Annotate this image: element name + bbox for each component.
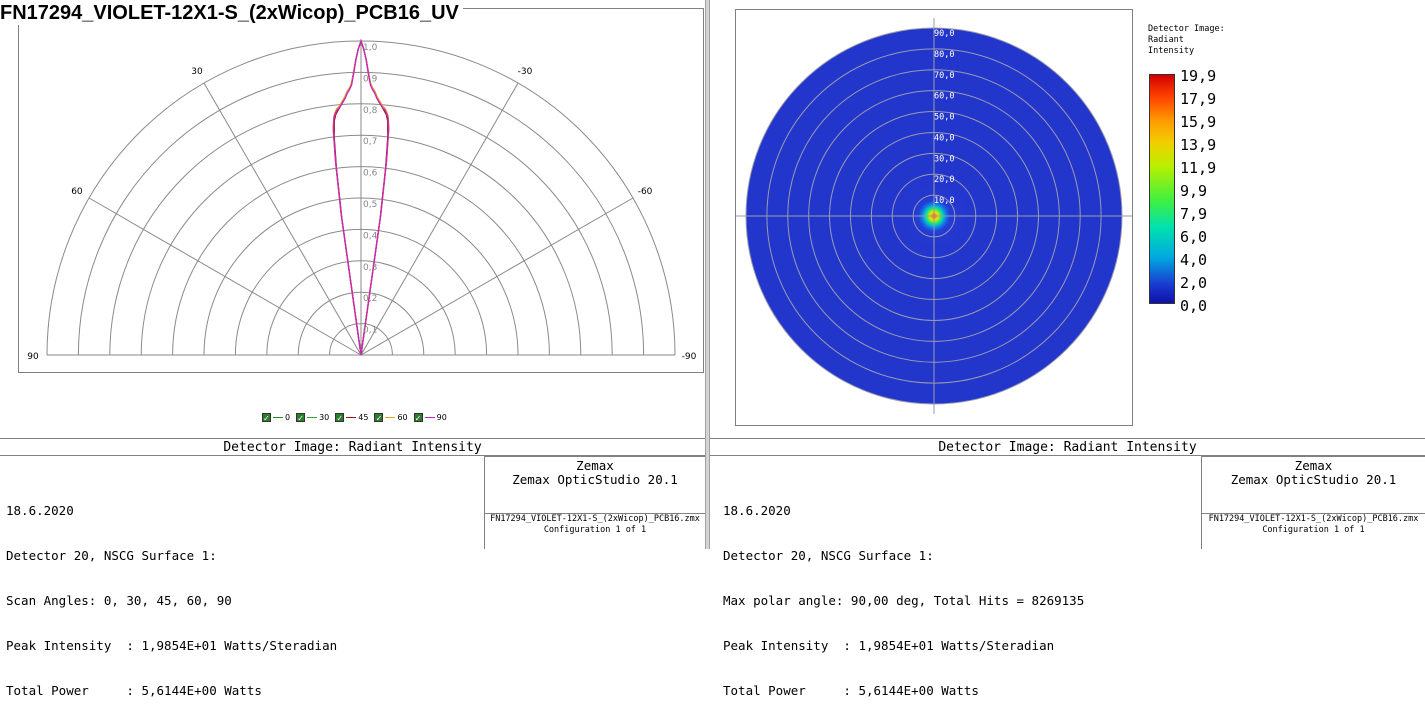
colorbar-tick-label: 9,9 <box>1180 182 1208 200</box>
left-info-line: Total Power : 5,6144E+00 Watts <box>6 683 262 698</box>
left-info-line: Detector 20, NSCG Surface 1: <box>6 548 217 563</box>
right-file-name: FN17294_VIOLET-12X1-S_(2xWicop)_PCB16.zm… <box>1208 514 1419 524</box>
polar-spoke <box>88 197 362 356</box>
ring-tick-label: 30,0 <box>934 154 954 164</box>
ring-tick-label: 60,0 <box>934 92 954 102</box>
legend-checkbox[interactable]: ✓ <box>374 412 384 423</box>
right-info-line: Detector 20, NSCG Surface 1: <box>723 548 934 563</box>
left-file-name: FN17294_VIOLET-12X1-S_(2xWicop)_PCB16.zm… <box>490 514 700 524</box>
left-config: Configuration 1 of 1 <box>543 525 647 535</box>
legend-checkbox[interactable]: ✓ <box>296 412 306 423</box>
legend-swatch <box>385 416 396 418</box>
page-title: FN17294_VIOLET-12X1-S_(2xWicop)_PCB16_UV <box>0 2 463 25</box>
left-credit-box: Zemax Zemax OpticStudio 20.1 FN17294_VIO… <box>484 456 705 549</box>
colorbar <box>1149 74 1175 304</box>
left-info-block: 18.6.2020 Detector 20, NSCG Surface 1: S… <box>6 473 337 713</box>
colorbar-tick-label: 11,9 <box>1180 159 1217 177</box>
ring-tick-label: 40,0 <box>934 133 954 143</box>
right-credit-box: Zemax Zemax OpticStudio 20.1 FN17294_VIO… <box>1201 456 1425 549</box>
right-info-block: 18.6.2020 Detector 20, NSCG Surface 1: M… <box>723 473 1084 713</box>
radial-tick-label: 0,9 <box>363 74 378 84</box>
radial-tick-label: 0,7 <box>363 137 377 147</box>
colorbar-title-line: Radiant <box>1148 35 1184 45</box>
series-line-90 <box>332 38 390 356</box>
radial-tick-label: 0,1 <box>363 326 377 336</box>
colorbar-tick-label: 13,9 <box>1180 136 1217 154</box>
legend-swatch <box>273 416 283 418</box>
legend-label: 60 <box>397 412 408 422</box>
angle-tick-label: 30 <box>191 67 203 77</box>
radial-tick-label: 0,8 <box>363 106 378 116</box>
angle-tick-label: -60 <box>638 187 653 197</box>
polar-plot: 0,1 0,2 0,3 0,4 0,5 0,6 0,7 0,8 0,9 1,0 90 60 30 -30 -… <box>27 38 697 362</box>
right-info-line: 18.6.2020 <box>723 503 791 518</box>
colorbar-tick-label: 17,9 <box>1180 90 1217 108</box>
radial-tick-label: 1,0 <box>363 43 378 53</box>
radial-tick-label: 0,6 <box>363 169 378 179</box>
ring-tick-label: 80,0 <box>934 50 954 60</box>
polar-spoke <box>360 197 634 356</box>
radial-tick-label: 0,2 <box>363 294 377 304</box>
colorbar-tick-label: 4,0 <box>1180 251 1208 269</box>
ring-tick-label: 20,0 <box>934 175 954 185</box>
radial-tick-label: 0,3 <box>363 263 377 273</box>
right-panel-title: Detector Image: Radiant Intensity <box>710 438 1425 456</box>
left-info-line: Scan Angles: 0, 30, 45, 60, 90 <box>6 593 232 608</box>
legend-swatch <box>307 416 318 418</box>
legend-swatch <box>346 416 357 418</box>
ring-tick-label: 50,0 <box>934 113 954 123</box>
colorbar-title: Detector Image: Radiant Intensity <box>1148 24 1225 57</box>
legend-label: 45 <box>358 412 369 422</box>
radial-tick-label: 0,4 <box>363 231 378 241</box>
radial-tick-label: 0,5 <box>363 200 377 210</box>
left-credit-rule <box>485 513 705 514</box>
colorbar-tick-label: 15,9 <box>1180 113 1217 131</box>
colorbar-title-line: Detector Image: <box>1148 24 1225 34</box>
legend-item[interactable]: ✓ 30 <box>296 412 330 423</box>
window-divider[interactable] <box>705 0 710 549</box>
legend-item[interactable]: ✓ 60 <box>374 412 408 423</box>
ring-tick-label: 10,0 <box>934 196 954 206</box>
legend-checkbox[interactable]: ✓ <box>413 412 423 423</box>
legend-checkbox[interactable]: ✓ <box>262 412 271 423</box>
legend-swatch <box>424 416 435 418</box>
colorbar-tick-label: 19,9 <box>1180 67 1217 85</box>
legend-checkbox[interactable]: ✓ <box>335 412 345 423</box>
angle-tick-label: -90 <box>682 352 697 362</box>
polar-spoke <box>203 82 362 356</box>
ring-tick-label: 90,0 <box>934 29 954 39</box>
legend-label: 30 <box>319 412 330 422</box>
legend-label: 0 <box>285 412 291 422</box>
angle-tick-label: -30 <box>518 67 533 77</box>
legend-item[interactable]: ✓ 0 <box>262 412 291 423</box>
right-credit-rule <box>1202 513 1425 514</box>
legend-item[interactable]: ✓ 45 <box>335 412 369 423</box>
polar-legend: ✓ 0 ✓ 30 ✓ 45 ✓ 60 ✓ 90 <box>262 410 453 424</box>
colorbar-tick-label: 6,0 <box>1180 228 1208 246</box>
colorbar-tick-label: 7,9 <box>1180 205 1208 223</box>
colorbar-title-line: Intensity <box>1148 46 1195 56</box>
ring-tick-label: 70,0 <box>934 71 954 81</box>
legend-label: 90 <box>436 412 447 422</box>
right-info-line: Peak Intensity : 1,9854E+01 Watts/Sterad… <box>723 638 1055 653</box>
right-info-line: Max polar angle: 90,00 deg, Total Hits =… <box>723 593 1085 608</box>
colorbar-tick-label: 0,0 <box>1180 297 1208 315</box>
legend-item[interactable]: ✓ 90 <box>413 412 447 423</box>
angle-tick-label: 90 <box>27 352 39 362</box>
right-config: Configuration 1 of 1 <box>1262 525 1365 535</box>
left-panel-title: Detector Image: Radiant Intensity <box>0 438 705 456</box>
colorbar-tick-label: 2,0 <box>1180 274 1208 292</box>
right-credit-company: Zemax <box>1294 458 1333 473</box>
left-credit-product: Zemax OpticStudio 20.1 <box>512 472 678 487</box>
angle-tick-label: 60 <box>71 187 83 197</box>
right-info-line: Total Power : 5,6144E+00 Watts <box>723 683 979 698</box>
right-credit-product: Zemax OpticStudio 20.1 <box>1230 472 1397 487</box>
left-info-line: 18.6.2020 <box>6 503 74 518</box>
polar-spoke <box>360 82 519 356</box>
polar-heatmap: 10,0 20,0 30,0 40,0 50,0 60,0 70,0 80,0 90,0 <box>736 18 1132 414</box>
left-info-line: Peak Intensity : 1,9854E+01 Watts/Sterad… <box>6 638 338 653</box>
left-credit-company: Zemax <box>576 458 614 473</box>
